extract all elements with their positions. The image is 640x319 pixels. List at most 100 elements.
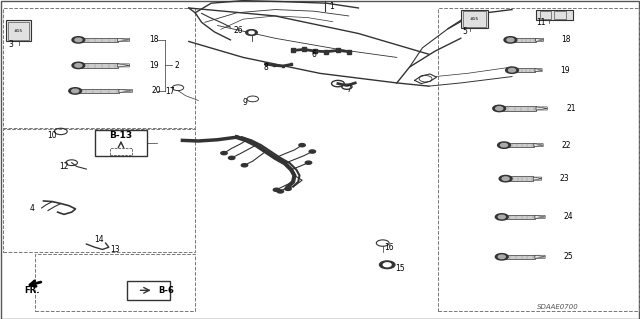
FancyArrow shape (535, 69, 542, 72)
Bar (79, 63, 118, 68)
FancyArrow shape (534, 144, 543, 147)
Bar (502, 215, 535, 219)
Bar (536, 10, 573, 20)
Bar (554, 11, 566, 19)
Polygon shape (118, 38, 129, 41)
Text: 1: 1 (329, 2, 333, 11)
Text: 24: 24 (564, 212, 573, 221)
Circle shape (500, 143, 508, 147)
Text: 2: 2 (174, 61, 179, 70)
Circle shape (498, 215, 505, 219)
Bar (35, 254, 195, 311)
Text: 26: 26 (234, 26, 243, 35)
FancyArrow shape (535, 215, 545, 219)
Polygon shape (118, 64, 129, 67)
Circle shape (504, 37, 517, 43)
Polygon shape (533, 177, 541, 180)
Bar (438, 8, 639, 311)
Polygon shape (536, 107, 547, 110)
Polygon shape (535, 255, 545, 258)
FancyArrow shape (118, 64, 130, 67)
Bar (502, 255, 535, 259)
Text: 7: 7 (346, 85, 351, 94)
Text: 12: 12 (60, 162, 68, 171)
Polygon shape (536, 38, 543, 41)
Bar (463, 11, 486, 27)
Bar (79, 38, 118, 42)
Circle shape (285, 187, 291, 190)
Text: 18: 18 (149, 35, 158, 44)
Text: SDAAE0700: SDAAE0700 (537, 304, 579, 310)
Bar (512, 68, 535, 72)
Polygon shape (534, 144, 543, 147)
Text: B-6: B-6 (159, 286, 175, 295)
Circle shape (75, 63, 82, 67)
Text: 19: 19 (560, 66, 570, 75)
Text: 6: 6 (311, 50, 316, 59)
Text: 19: 19 (149, 61, 159, 70)
Circle shape (246, 30, 257, 35)
Bar (506, 176, 533, 181)
FancyArrow shape (535, 255, 545, 258)
Circle shape (305, 161, 312, 164)
Text: 16: 16 (384, 243, 394, 252)
FancyArrow shape (119, 89, 132, 93)
Bar (461, 10, 488, 28)
Circle shape (499, 175, 512, 182)
Text: 9: 9 (242, 98, 247, 107)
Bar (540, 11, 551, 19)
Bar (95, 130, 147, 156)
Text: #15: #15 (14, 29, 23, 33)
Bar (3, 8, 195, 128)
FancyArrow shape (536, 107, 547, 110)
Text: 20: 20 (152, 86, 162, 95)
Circle shape (72, 37, 85, 43)
Bar (504, 143, 534, 147)
Text: FR.: FR. (24, 286, 40, 295)
Text: 25: 25 (564, 252, 573, 261)
FancyArrow shape (533, 177, 542, 180)
Circle shape (493, 105, 506, 112)
Text: 8: 8 (263, 63, 268, 72)
Circle shape (299, 144, 305, 147)
Text: 15: 15 (396, 264, 405, 273)
FancyArrow shape (536, 38, 543, 41)
Polygon shape (535, 69, 542, 72)
Bar (6, 20, 31, 41)
Circle shape (495, 254, 508, 260)
Circle shape (72, 62, 85, 69)
Text: 18: 18 (562, 35, 571, 44)
FancyArrow shape (118, 38, 130, 41)
Text: 5: 5 (462, 27, 467, 36)
Circle shape (498, 142, 511, 148)
Circle shape (502, 177, 509, 181)
Circle shape (277, 190, 284, 193)
Circle shape (495, 214, 508, 220)
Circle shape (273, 188, 280, 191)
Text: 22: 22 (562, 141, 571, 150)
Text: 4: 4 (29, 204, 35, 213)
Circle shape (249, 31, 254, 34)
Circle shape (506, 67, 518, 73)
Circle shape (241, 164, 248, 167)
Circle shape (228, 156, 235, 160)
Text: 21: 21 (566, 104, 576, 113)
Circle shape (507, 38, 514, 42)
Bar (76, 89, 119, 93)
Bar (3, 129, 195, 252)
Polygon shape (119, 89, 132, 93)
Text: 3: 3 (8, 40, 13, 49)
Bar (110, 148, 132, 155)
Text: 17: 17 (164, 87, 175, 96)
Circle shape (498, 255, 505, 258)
Circle shape (72, 89, 79, 93)
Circle shape (309, 150, 316, 153)
Circle shape (495, 107, 502, 110)
Bar (499, 106, 536, 111)
Polygon shape (535, 215, 545, 219)
Text: 13: 13 (110, 245, 120, 254)
Text: #15: #15 (470, 17, 479, 21)
Circle shape (380, 261, 395, 269)
Text: B-13: B-13 (109, 131, 132, 140)
Circle shape (508, 68, 516, 72)
